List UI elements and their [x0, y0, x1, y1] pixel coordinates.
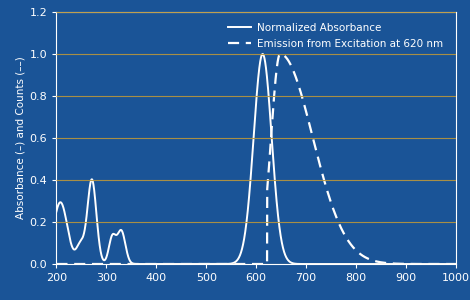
Normalized Absorbance: [260, 52, 266, 56]
Emission from Excitation at 620 nm: [126, 262, 132, 266]
Emission from Excitation at 620 nm: [293, 76, 299, 80]
Normalized Absorbance: [382, 262, 388, 266]
Normalized Absorbance: [54, 210, 59, 213]
Emission from Excitation at 620 nm: [54, 262, 59, 266]
Legend: Normalized Absorbance, Emission from Excitation at 620 nm: Normalized Absorbance, Emission from Exc…: [225, 20, 446, 52]
Emission from Excitation at 620 nm: [206, 262, 212, 266]
Normalized Absorbance: [126, 257, 132, 260]
Emission from Excitation at 620 nm: [382, 261, 388, 265]
Emission from Excitation at 620 nm: [277, 52, 283, 56]
Emission from Excitation at 620 nm: [453, 262, 459, 266]
Normalized Absorbance: [293, 262, 299, 266]
Normalized Absorbance: [352, 262, 357, 266]
Emission from Excitation at 620 nm: [313, 149, 319, 153]
Line: Emission from Excitation at 620 nm: Emission from Excitation at 620 nm: [56, 54, 456, 264]
Line: Normalized Absorbance: Normalized Absorbance: [56, 54, 456, 264]
Emission from Excitation at 620 nm: [352, 247, 357, 251]
Normalized Absorbance: [313, 262, 319, 266]
Normalized Absorbance: [453, 262, 459, 266]
Y-axis label: Absorbance (–) and Counts (––): Absorbance (–) and Counts (––): [16, 57, 25, 219]
Normalized Absorbance: [206, 262, 212, 266]
